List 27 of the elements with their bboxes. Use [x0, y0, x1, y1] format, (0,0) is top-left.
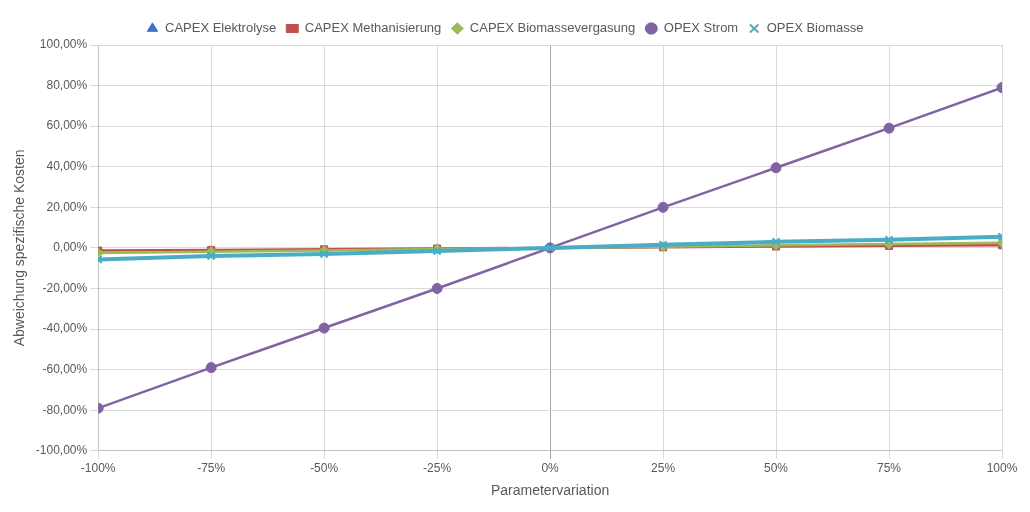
x-axis-title: Parametervariation: [490, 482, 610, 499]
y-tick-label: 20,00%: [46, 199, 88, 214]
y-tick-label: -60,00%: [42, 361, 88, 376]
y-tick-label: 60,00%: [46, 118, 88, 133]
legend-label: CAPEX Methanisierung: [304, 20, 442, 36]
y-axis-title: Abweichung spezifische Kosten: [11, 149, 28, 347]
y-tick-label: 0,00%: [53, 240, 88, 255]
y-tick-label: -80,00%: [42, 402, 88, 417]
x-tick-label: 100%: [986, 461, 1018, 476]
legend-label: CAPEX Elektrolyse: [164, 20, 277, 36]
y-tick-label: -40,00%: [42, 321, 88, 336]
legend-label: OPEX Biomasse: [766, 20, 864, 36]
x-tick-label: 75%: [877, 461, 902, 476]
x-tick-label: 25%: [651, 461, 676, 476]
x-tick-label: 0%: [541, 461, 560, 476]
x-tick-label: -50%: [310, 461, 339, 476]
legend-label: OPEX Strom: [663, 20, 739, 36]
x-tick-label: -100%: [80, 461, 116, 476]
y-tick-label: 40,00%: [46, 159, 88, 174]
legend-label: CAPEX Biomassevergasung: [469, 20, 636, 36]
y-tick-label: 80,00%: [46, 77, 88, 92]
x-tick-label: -75%: [197, 461, 226, 476]
y-tick-label: -20,00%: [42, 280, 88, 295]
x-tick-label: 50%: [764, 461, 789, 476]
x-tick-label: -25%: [423, 461, 452, 476]
y-tick-label: 100,00%: [39, 37, 88, 52]
y-tick-label: -100,00%: [35, 443, 88, 458]
